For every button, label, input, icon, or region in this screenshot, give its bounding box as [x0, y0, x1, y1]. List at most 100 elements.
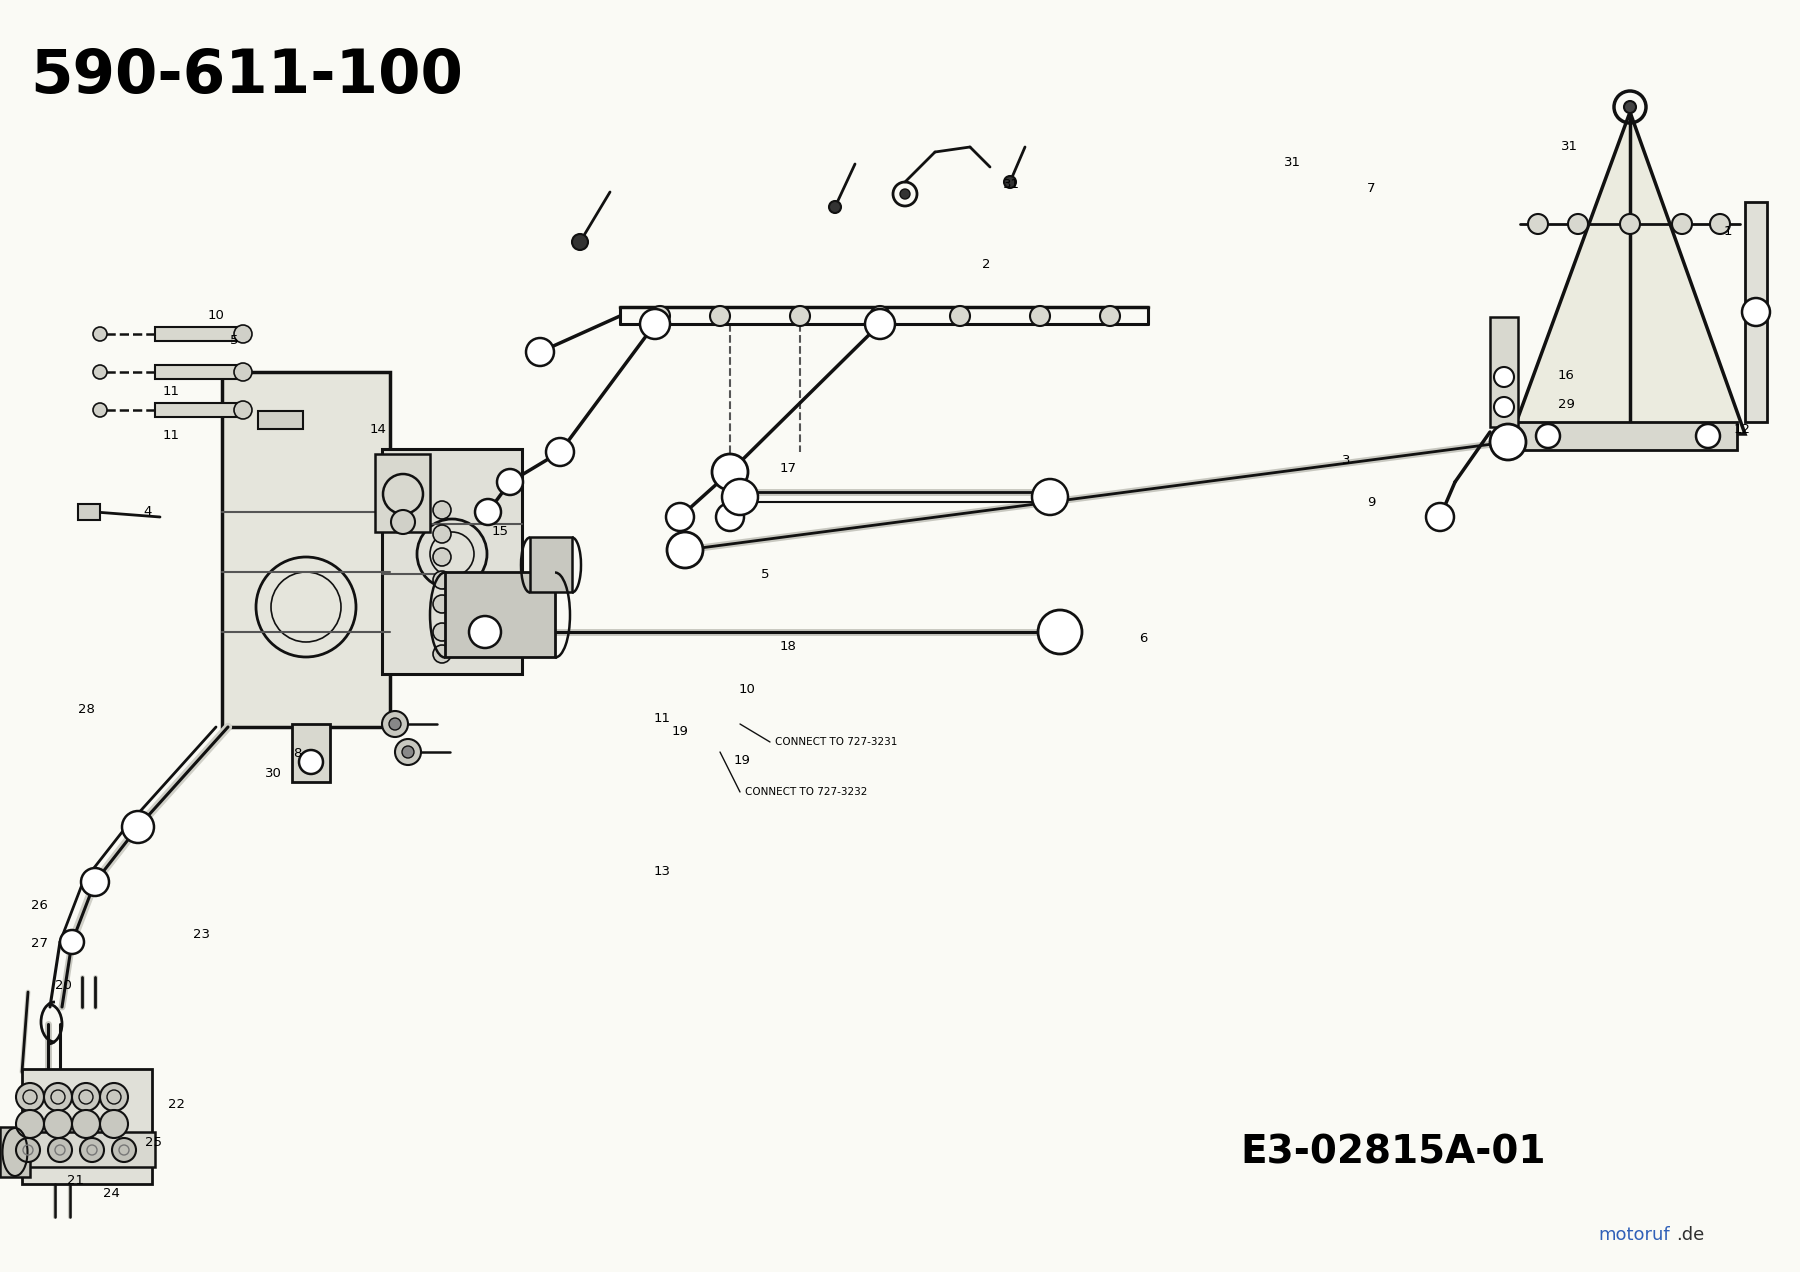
Circle shape — [830, 201, 841, 212]
Circle shape — [401, 745, 414, 758]
Text: 14: 14 — [369, 424, 387, 436]
Text: 18: 18 — [779, 640, 797, 653]
Bar — [374, 454, 430, 532]
Circle shape — [1030, 307, 1049, 326]
Text: 30: 30 — [265, 767, 283, 780]
Bar — [382, 449, 522, 674]
Text: 19: 19 — [733, 754, 751, 767]
Circle shape — [950, 307, 970, 326]
Circle shape — [1528, 214, 1548, 234]
Text: 2: 2 — [983, 258, 990, 271]
Circle shape — [1696, 424, 1721, 448]
Circle shape — [434, 595, 452, 613]
Circle shape — [1031, 480, 1067, 515]
Text: 11: 11 — [653, 712, 671, 725]
Text: 16: 16 — [1557, 369, 1575, 382]
Text: E3-02815A-01: E3-02815A-01 — [1240, 1133, 1546, 1172]
Circle shape — [1568, 214, 1588, 234]
Circle shape — [94, 327, 106, 341]
Circle shape — [59, 930, 85, 954]
Circle shape — [101, 1082, 128, 1110]
Text: 19: 19 — [671, 725, 689, 738]
Text: 3: 3 — [1343, 454, 1350, 467]
Text: 20: 20 — [54, 979, 72, 992]
Text: 5: 5 — [761, 569, 769, 581]
Circle shape — [16, 1082, 43, 1110]
Circle shape — [1426, 502, 1454, 530]
Text: 25: 25 — [144, 1136, 162, 1149]
Circle shape — [234, 401, 252, 418]
Bar — [77, 504, 101, 520]
Text: 21: 21 — [67, 1174, 85, 1187]
Circle shape — [1742, 298, 1769, 326]
Text: .de: .de — [1676, 1226, 1705, 1244]
Circle shape — [16, 1110, 43, 1138]
Circle shape — [526, 338, 554, 366]
Circle shape — [866, 309, 895, 340]
Text: 6: 6 — [1139, 632, 1147, 645]
Circle shape — [299, 750, 322, 773]
Circle shape — [1620, 214, 1640, 234]
Text: CONNECT TO 727-3232: CONNECT TO 727-3232 — [745, 787, 868, 798]
Circle shape — [72, 1082, 101, 1110]
Circle shape — [72, 1110, 101, 1138]
Text: 27: 27 — [31, 937, 49, 950]
Circle shape — [434, 571, 452, 589]
Text: 10: 10 — [738, 683, 756, 696]
Circle shape — [1100, 307, 1120, 326]
Bar — [445, 572, 554, 658]
Text: CONNECT TO 727-3231: CONNECT TO 727-3231 — [776, 736, 898, 747]
Text: 12: 12 — [1733, 424, 1751, 436]
Bar — [257, 411, 302, 429]
Text: 13: 13 — [653, 865, 671, 878]
Circle shape — [112, 1138, 137, 1163]
Circle shape — [900, 190, 911, 198]
Circle shape — [434, 645, 452, 663]
Circle shape — [713, 454, 749, 490]
Circle shape — [101, 1110, 128, 1138]
Circle shape — [475, 499, 500, 525]
Text: 11: 11 — [162, 385, 180, 398]
Text: 31: 31 — [1003, 178, 1021, 191]
Text: 4: 4 — [144, 505, 151, 518]
Circle shape — [434, 525, 452, 543]
Text: 28: 28 — [77, 703, 95, 716]
Text: 22: 22 — [167, 1098, 185, 1110]
Circle shape — [43, 1110, 72, 1138]
Text: motoruf: motoruf — [1598, 1226, 1670, 1244]
Circle shape — [497, 469, 524, 495]
Text: 23: 23 — [193, 929, 211, 941]
Circle shape — [1624, 100, 1636, 113]
Circle shape — [394, 739, 421, 764]
Circle shape — [1494, 368, 1514, 387]
Text: 1: 1 — [1724, 225, 1732, 238]
Text: 8: 8 — [293, 747, 301, 759]
Circle shape — [382, 711, 409, 736]
Text: 26: 26 — [31, 899, 49, 912]
Circle shape — [545, 438, 574, 466]
Circle shape — [790, 307, 810, 326]
Circle shape — [389, 717, 401, 730]
Circle shape — [234, 326, 252, 343]
Circle shape — [1710, 214, 1730, 234]
Circle shape — [641, 309, 670, 340]
Circle shape — [434, 623, 452, 641]
Circle shape — [391, 510, 416, 534]
Circle shape — [869, 307, 889, 326]
Text: 590-611-100: 590-611-100 — [31, 47, 463, 106]
Text: 9: 9 — [1368, 496, 1375, 509]
Circle shape — [234, 363, 252, 382]
Circle shape — [43, 1082, 72, 1110]
Text: 15: 15 — [491, 525, 509, 538]
Bar — [155, 403, 243, 417]
Bar — [1744, 202, 1768, 422]
Polygon shape — [1512, 112, 1744, 434]
Circle shape — [709, 307, 731, 326]
Circle shape — [16, 1138, 40, 1163]
Bar — [22, 1068, 151, 1184]
Circle shape — [716, 502, 743, 530]
Circle shape — [1672, 214, 1692, 234]
Bar — [0, 1127, 31, 1177]
Text: 17: 17 — [779, 462, 797, 474]
Circle shape — [434, 501, 452, 519]
